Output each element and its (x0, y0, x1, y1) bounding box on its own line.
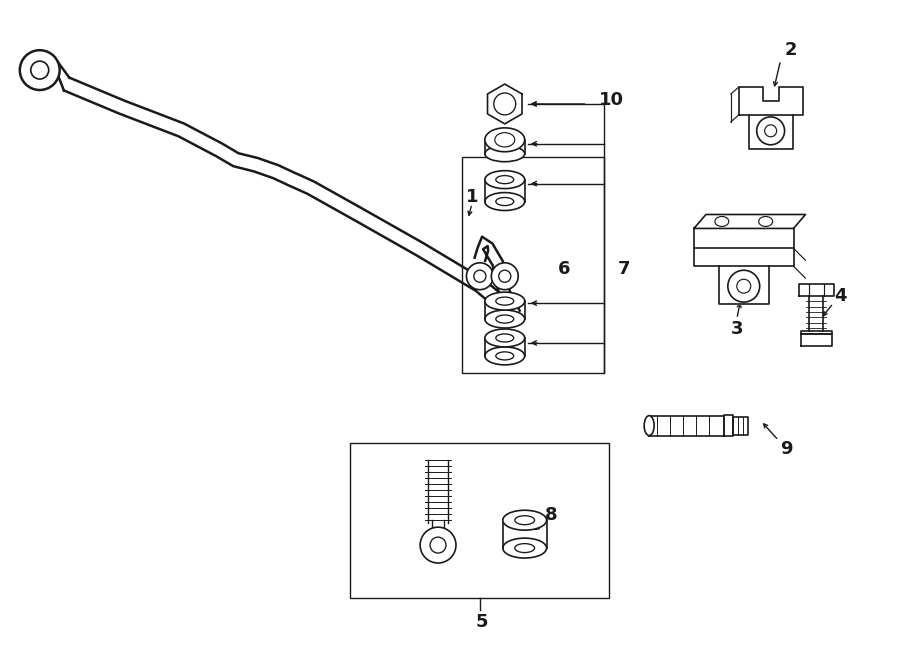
Ellipse shape (496, 315, 514, 323)
Ellipse shape (496, 176, 514, 184)
Text: 2: 2 (784, 41, 796, 59)
Text: 5: 5 (475, 613, 488, 631)
Circle shape (737, 279, 751, 293)
Polygon shape (719, 266, 769, 304)
Ellipse shape (485, 192, 525, 210)
Polygon shape (649, 416, 724, 436)
Polygon shape (694, 214, 806, 229)
Ellipse shape (485, 171, 525, 188)
Circle shape (420, 527, 456, 563)
Ellipse shape (715, 217, 729, 227)
Text: 8: 8 (545, 506, 558, 524)
Polygon shape (749, 115, 793, 149)
Ellipse shape (485, 128, 525, 152)
Polygon shape (739, 87, 803, 115)
Ellipse shape (515, 543, 535, 553)
Circle shape (494, 93, 516, 115)
Circle shape (473, 270, 486, 282)
Polygon shape (798, 284, 834, 296)
Circle shape (765, 125, 777, 137)
Ellipse shape (485, 329, 525, 347)
Bar (350, 442, 609, 598)
Polygon shape (724, 415, 733, 436)
Text: 7: 7 (618, 260, 631, 278)
Ellipse shape (759, 217, 772, 227)
Text: 9: 9 (780, 440, 793, 457)
Polygon shape (488, 84, 522, 124)
Ellipse shape (496, 297, 514, 305)
Ellipse shape (503, 538, 546, 558)
Ellipse shape (485, 347, 525, 365)
Text: 1: 1 (465, 188, 478, 206)
Ellipse shape (485, 146, 525, 162)
Text: 6: 6 (558, 260, 571, 278)
Ellipse shape (644, 416, 654, 436)
Circle shape (728, 270, 760, 302)
Text: 10: 10 (598, 91, 624, 109)
Circle shape (499, 270, 511, 282)
Circle shape (757, 117, 785, 145)
Circle shape (31, 61, 49, 79)
Text: 3: 3 (731, 320, 743, 338)
Polygon shape (800, 331, 832, 334)
Text: 4: 4 (834, 287, 847, 305)
Polygon shape (64, 77, 518, 319)
Ellipse shape (496, 352, 514, 360)
Bar (462, 157, 604, 373)
Ellipse shape (515, 516, 535, 525)
Circle shape (430, 537, 446, 553)
Polygon shape (694, 249, 794, 266)
Circle shape (466, 263, 493, 290)
Ellipse shape (496, 334, 514, 342)
Circle shape (20, 50, 59, 90)
Polygon shape (734, 416, 748, 434)
Ellipse shape (485, 292, 525, 310)
Circle shape (491, 263, 518, 290)
Polygon shape (800, 334, 832, 346)
Ellipse shape (503, 510, 546, 530)
Ellipse shape (485, 310, 525, 328)
Ellipse shape (495, 133, 515, 147)
Ellipse shape (496, 198, 514, 206)
